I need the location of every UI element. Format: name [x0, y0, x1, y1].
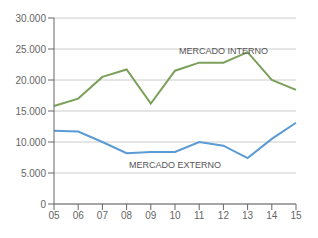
svg-text:0: 0: [40, 199, 46, 210]
svg-text:15: 15: [290, 210, 302, 221]
svg-text:13: 13: [242, 210, 254, 221]
svg-text:08: 08: [121, 210, 133, 221]
svg-text:MERCADO EXTERNO: MERCADO EXTERNO: [129, 160, 221, 170]
svg-text:30.000: 30.000: [15, 13, 46, 24]
svg-text:05: 05: [48, 210, 60, 221]
svg-text:14: 14: [266, 210, 278, 221]
svg-text:10.000: 10.000: [15, 137, 46, 148]
svg-text:MERCADO INTERNO: MERCADO INTERNO: [179, 46, 268, 56]
svg-text:11: 11: [194, 210, 205, 221]
svg-text:20.000: 20.000: [15, 75, 46, 86]
svg-text:25.000: 25.000: [15, 44, 46, 55]
svg-text:06: 06: [73, 210, 85, 221]
svg-text:09: 09: [145, 210, 157, 221]
svg-text:12: 12: [218, 210, 230, 221]
svg-text:15.000: 15.000: [15, 106, 46, 117]
svg-text:07: 07: [97, 210, 109, 221]
svg-text:5.000: 5.000: [21, 168, 46, 179]
svg-text:10: 10: [169, 210, 181, 221]
